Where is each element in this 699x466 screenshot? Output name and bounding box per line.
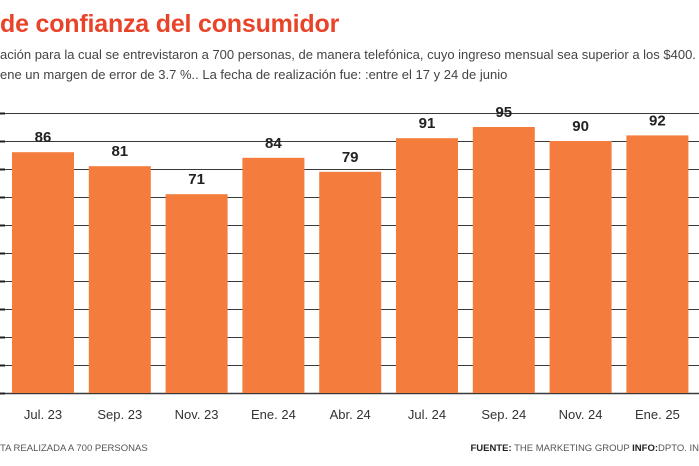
bar-nov-24 — [549, 141, 612, 393]
x-tick-label: Ene. 25 — [635, 407, 680, 422]
bar-sep-23 — [88, 166, 151, 393]
x-tick-label: Sep. 24 — [481, 407, 526, 422]
bar-value-label: 92 — [649, 112, 666, 129]
source-credit: FUENTE: THE MARKETING GROUP INFO:DPTO. I… — [470, 443, 699, 454]
source-value: THE MARKETING GROUP — [514, 443, 630, 454]
chart-subtitle-line1: ación para la cual se entrevistaron a 70… — [0, 47, 696, 62]
source-label: FUENTE: — [470, 443, 512, 454]
x-tick-label: Ene. 24 — [251, 407, 296, 422]
bar-ene-25 — [626, 135, 689, 393]
survey-footnote: TA REALIZADA A 700 PERSONAS — [0, 443, 148, 454]
bar-value-label: 79 — [342, 149, 359, 166]
bar-sep-24 — [472, 127, 535, 393]
x-tick-label: Nov. 24 — [559, 407, 603, 422]
bar-value-label: 86 — [35, 129, 52, 146]
chart-subtitle-line2: ene un margen de error de 3.7 %.. La fec… — [0, 67, 508, 82]
x-tick-label: Sep. 23 — [97, 407, 142, 422]
info-label: INFO: — [632, 443, 658, 454]
bar-value-label: 91 — [419, 115, 436, 132]
x-tick-label: Jul. 24 — [408, 407, 446, 422]
x-tick-label: Abr. 24 — [330, 407, 371, 422]
bar-value-label: 90 — [572, 118, 589, 135]
bar-abr-24 — [319, 171, 382, 393]
bar-value-label: 95 — [495, 104, 512, 121]
bar-nov-23 — [165, 194, 228, 393]
x-tick-label: Nov. 23 — [175, 407, 219, 422]
info-value: DPTO. IN — [658, 443, 699, 454]
chart-title: de confianza del consumidor — [0, 10, 340, 38]
bar-value-label: 71 — [188, 171, 205, 188]
x-tick-label: Jul. 23 — [24, 407, 62, 422]
bar-value-label: 81 — [111, 143, 128, 160]
bar-value-label: 84 — [265, 135, 282, 152]
bar-ene-24 — [242, 157, 305, 393]
bar-jul-24 — [396, 138, 458, 393]
bar-jul-23 — [12, 152, 74, 393]
